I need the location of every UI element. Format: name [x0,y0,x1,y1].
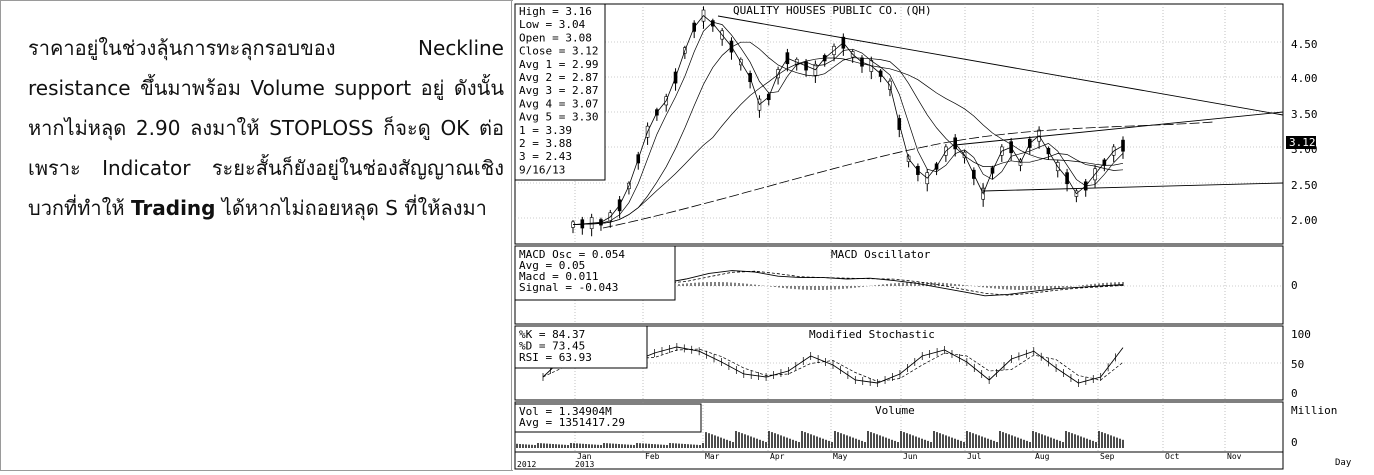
info-line: Signal = -0.043 [519,281,618,294]
volume-ytick: 0 [1291,436,1298,449]
day-label: Day [1335,458,1352,468]
stoch-title: Modified Stochastic [809,328,935,341]
month-label: Apr [770,452,785,461]
year-label: 2013 [575,460,594,469]
macd-info-box [514,245,676,301]
price-ytick: 2.50 [1291,179,1318,192]
macd-title: MACD Oscillator [831,248,931,261]
stock-chart: QUALITY HOUSES PUBLIC CO. (QH) MACD Osci… [513,0,1374,471]
info-line: %D = 73.45 [519,340,585,353]
macd-ytick: 0 [1291,279,1298,292]
info-line: MACD Osc = 0.054 [519,248,625,261]
info-line: Avg = 0.05 [519,259,585,272]
info-line: 9/16/13 [519,163,565,176]
stoch-ytick: 100 [1291,328,1311,341]
price-line [572,15,1124,225]
stoch-ytick: 50 [1291,358,1304,371]
date-axis [514,451,1284,470]
year-label: 2012 [517,460,536,469]
price-ytick: 4.00 [1291,72,1318,85]
analysis-text-1: ราคาอยู่ในช่วงลุ้นการทะลุกรอบของ Necklin… [28,36,504,220]
info-line: Avg 1 = 2.99 [519,58,598,71]
month-label: Mar [705,452,720,461]
macd-line [662,270,1124,297]
info-line: 1 = 3.39 [519,124,572,137]
downtrend-line [717,15,1284,116]
info-line: RSI = 63.93 [519,351,592,364]
volume-ytick: Million [1291,404,1337,417]
month-label: Sep [1100,452,1115,461]
stoch-info-box [514,325,648,369]
analysis-text: ราคาอยู่ในช่วงลุ้นการทะลุกรอบของ Necklin… [28,28,504,228]
price-ytick: 3.50 [1291,108,1318,121]
analysis-text-2: ได้หากไม่ถอยหลุด S ที่ให้ลงมา [215,196,487,220]
stock-chart-svg: QUALITY HOUSES PUBLIC CO. (QH) MACD Osci… [513,0,1374,471]
volume-info-box [514,403,702,433]
month-label: Oct [1165,452,1180,461]
month-label: Jan [577,452,592,461]
month-label: Aug [1035,452,1050,461]
info-line: Avg = 1351417.29 [519,416,625,429]
month-label: May [833,452,848,461]
info-line: High = 3.16 [519,5,592,18]
price-ytick: 4.50 [1291,38,1318,51]
info-line: Vol = 1.34904M [519,405,612,418]
moving-average [572,57,1124,225]
info-line: Avg 5 = 3.30 [519,111,598,124]
date-labels: Jan Feb Mar Apr May Jun Jul Aug Sep Oct Nov [577,452,1242,461]
neckline-line [954,111,1284,146]
stoch-d-line [542,348,1124,382]
info-line: Open = 3.08 [519,31,592,44]
info-line: Low = 3.04 [519,18,586,31]
price-candle [1121,139,1125,152]
month-label: Nov [1227,452,1242,461]
info-line: Close = 3.12 [519,45,598,58]
last-price-label: 3.12 [1289,136,1316,149]
analysis-text-bold: Trading [130,196,216,220]
moving-average [572,41,1124,225]
info-line: Macd = 0.011 [519,270,598,283]
month-label: Jul [967,452,982,461]
volume-title: Volume [875,404,915,417]
info-line: Avg 3 = 2.87 [519,84,598,97]
macd-signal-line [662,270,1124,296]
info-line: Avg 4 = 3.07 [519,97,598,110]
info-line: 2 = 3.88 [519,137,572,150]
month-label: Jun [903,452,918,461]
panel-divider [511,0,512,471]
moving-average [572,21,1124,225]
stoch-ytick: 0 [1291,387,1298,400]
price-info-box [514,3,606,181]
price-title: QUALITY HOUSES PUBLIC CO. (QH) [733,4,932,17]
last-price-box [1286,136,1316,149]
moving-average-long [602,121,1214,229]
info-line: Avg 2 = 2.87 [519,71,598,84]
info-line: 3 = 2.43 [519,150,572,163]
info-line: %K = 84.37 [519,328,585,341]
support-line [982,182,1284,192]
price-ytick: 2.00 [1291,214,1318,227]
month-label: Feb [645,452,660,461]
